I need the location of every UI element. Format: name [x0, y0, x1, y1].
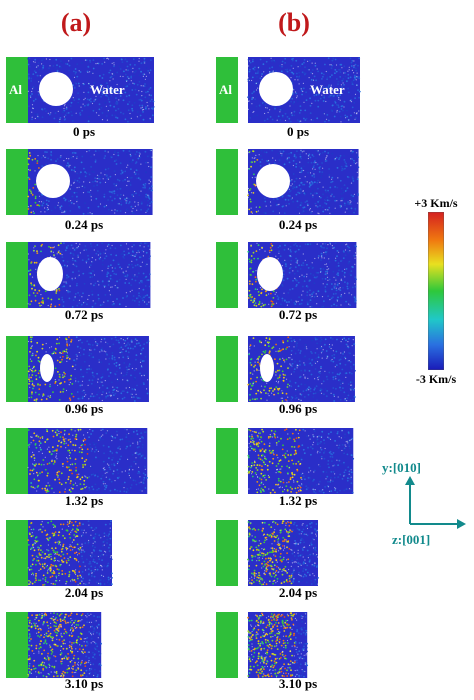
- simulation-frame: [4, 426, 164, 496]
- simulation-frame: [210, 610, 370, 680]
- simulation-frame: Al Water: [210, 55, 370, 125]
- water-label: Water: [310, 82, 345, 97]
- time-label: 0.72 ps: [278, 307, 318, 322]
- time-label: 0.24 ps: [278, 217, 318, 232]
- axis-arrows-icon: [405, 476, 466, 529]
- colorbar: [428, 212, 444, 370]
- aluminum-label: Al: [219, 82, 232, 97]
- simulation-frame: [4, 240, 164, 310]
- time-label: 0.96 ps: [64, 401, 104, 416]
- colorbar-min-label: -3 Km/s: [415, 372, 457, 386]
- simulation-frame: [4, 334, 164, 404]
- simulation-frame: [4, 610, 164, 680]
- simulation-frame: [210, 240, 370, 310]
- time-label: 2.04 ps: [278, 585, 318, 600]
- simulation-frame: [210, 518, 370, 588]
- simulation-frame: [210, 334, 370, 404]
- axis-y-label: y:[010]: [382, 460, 421, 475]
- time-label: 0 ps: [72, 124, 96, 139]
- time-label: 2.04 ps: [64, 585, 104, 600]
- panel-label-b: (b): [278, 8, 310, 37]
- time-label: 1.32 ps: [64, 493, 104, 508]
- water-label: Water: [90, 82, 125, 97]
- time-label: 0.24 ps: [64, 217, 104, 232]
- time-label: 0 ps: [286, 124, 310, 139]
- time-label: 1.32 ps: [278, 493, 318, 508]
- colorbar-max-label: +3 Km/s: [414, 196, 458, 210]
- time-label: 0.96 ps: [278, 401, 318, 416]
- simulation-frame: [210, 426, 370, 496]
- time-label: 3.10 ps: [278, 676, 318, 691]
- simulation-frame: [210, 147, 370, 217]
- panel-label-a: (a): [60, 8, 92, 37]
- time-label: 3.10 ps: [64, 676, 104, 691]
- simulation-frame: Al Water: [4, 55, 164, 125]
- axis-z-label: z:[001]: [392, 532, 431, 547]
- aluminum-label: Al: [9, 82, 22, 97]
- simulation-frame: [4, 147, 164, 217]
- simulation-frame: [4, 518, 164, 588]
- time-label: 0.72 ps: [64, 307, 104, 322]
